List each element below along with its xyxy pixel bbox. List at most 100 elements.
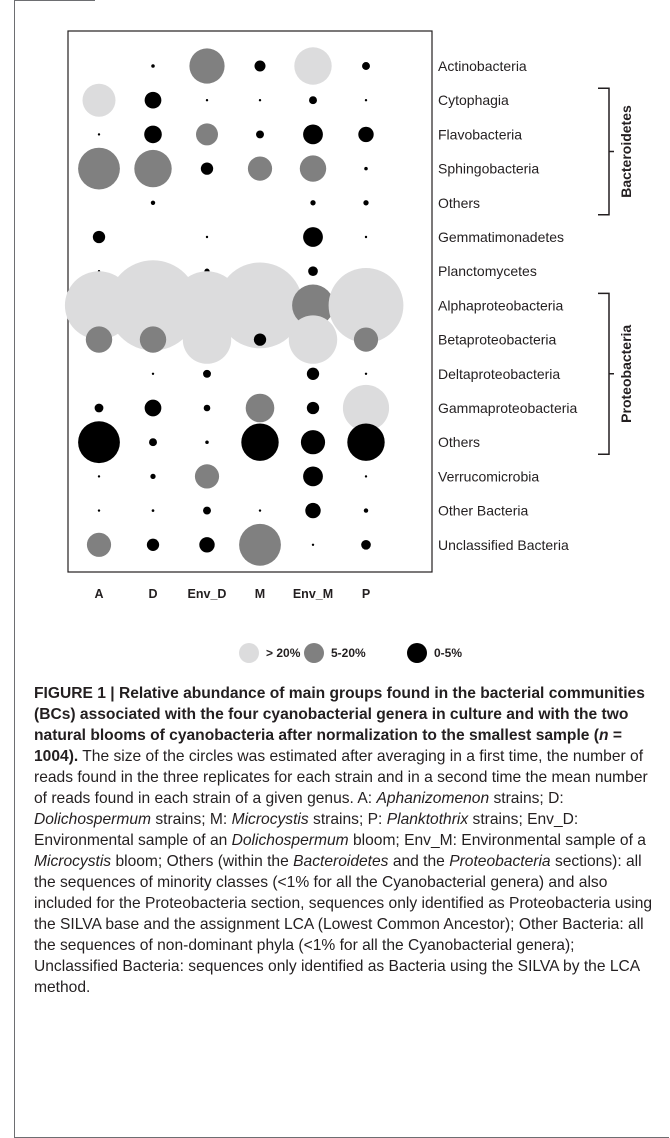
caption-run: bloom; Others (within the [111,853,294,870]
bubble [205,440,209,444]
group-bracket [598,87,614,216]
row-label: Gemmatimonadetes [438,229,564,245]
bubble [363,508,369,513]
legend-label: > 20% [266,646,301,660]
caption-run: Microcystis [231,811,309,828]
bubble [203,369,211,378]
group-label: Proteobacteria [618,325,634,423]
bubble [288,315,338,364]
legend-swatch [239,643,259,663]
caption-title: FIGURE 1 | Relative abundance of main gr… [34,685,645,765]
bubble [364,99,368,102]
bubble [253,333,267,346]
bubble [300,430,326,455]
bubble [92,230,106,244]
row-label: Others [438,195,480,211]
bubble [134,149,172,188]
caption-run: Microcystis [34,853,112,870]
bubble [362,62,370,70]
bubble [306,401,320,415]
row-label: Actinobacteria [438,58,527,74]
bubble [86,532,112,557]
bubble [85,326,113,353]
row-label: Unclassified Bacteria [438,537,569,553]
row-label: Sphingobacteria [438,161,539,177]
row-label: Alphaproteobacteria [438,297,564,313]
bubble [294,47,332,85]
group-label: Bacteroidetes [618,105,634,198]
bubble [182,315,232,364]
bubble [217,262,303,349]
bubble [97,133,101,136]
bubble [199,537,215,553]
bubble [144,125,162,144]
bubble [254,60,266,72]
bubble [364,166,368,171]
bubble [139,326,167,353]
caption-run: Dolichospermum [34,811,151,828]
bubble [144,399,162,417]
group-bracket [598,292,614,455]
bubble [151,372,155,375]
row-label: Deltaproteobacteria [438,366,560,382]
bubble [310,200,316,206]
caption-run: strains; P: [308,811,387,828]
row-label: Gammaproteobacteria [438,400,578,416]
bubble [97,509,101,512]
column-label: Env_D [188,587,227,601]
bubble [146,538,160,551]
legend-label: 0-5% [434,646,462,660]
bubble-chart: Actinobacteria Cytophagia Flavobacteria Sph… [64,30,634,663]
bubble [308,266,318,277]
bubble [203,506,211,515]
row-label: Betaproteobacteria [438,332,557,348]
bubble [200,162,214,175]
bubble [306,367,320,380]
caption-run: strains; Env_D: Environmental sample of … [34,811,579,849]
caption-run: and the [388,853,450,870]
row-label: Verrucomicrobia [438,468,539,484]
bubble [203,404,211,412]
bubble [241,423,279,461]
bubble [311,543,315,546]
bubble [205,99,209,102]
caption-run: Bacteroidetes [293,853,389,870]
bubble [247,156,273,181]
column-label: D [148,587,157,601]
bubble [305,502,321,519]
caption-run: Planktothrix [386,811,469,828]
caption-run: bloom; Env_M: Environmental sample of a [348,832,646,849]
bubble [364,475,368,478]
bubble [353,327,379,352]
bubble [107,260,199,351]
bubble [303,466,323,487]
row-label: Others [438,434,480,450]
bubble [205,235,209,239]
bubble [97,475,101,478]
column-label: M [255,587,265,601]
bubble [303,124,323,145]
caption-run: The size of the circles was estimated af… [34,748,648,807]
column-label: Env_M [293,587,333,601]
bubble [363,200,369,206]
bubble [239,523,281,566]
bubble [342,384,390,432]
bubble [151,509,155,512]
bubble [292,284,334,327]
bubble [78,421,120,464]
bubble [150,473,156,480]
caption-run: sections): all the sequences of minority… [34,853,653,996]
caption-run: Aphanizomenon [376,790,490,807]
bubble [256,130,264,139]
bubble [364,372,368,375]
bubble [358,126,374,143]
bubble [364,235,368,239]
bubble [299,155,327,182]
bubble [258,509,262,512]
bubble [309,96,317,105]
bubble [196,123,218,146]
caption-run: strains; M: [151,811,232,828]
bubble [194,464,220,489]
figure-caption: FIGURE 1 | Relative abundance of main gr… [34,683,654,998]
row-label: Planctomycetes [438,263,537,279]
